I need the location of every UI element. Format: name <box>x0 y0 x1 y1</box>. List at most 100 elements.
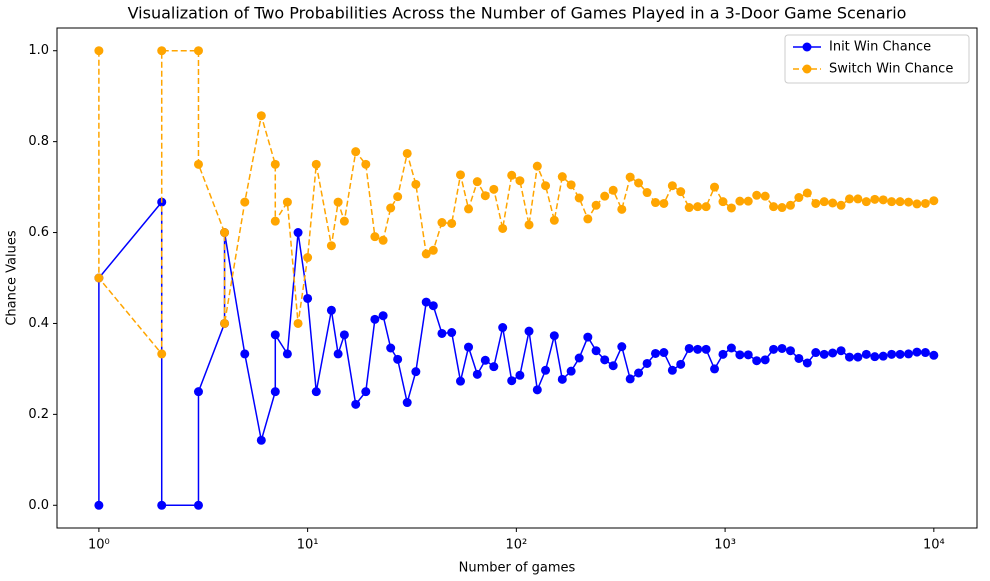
series-marker <box>710 182 720 192</box>
series-marker <box>743 350 753 360</box>
series-marker <box>311 159 321 169</box>
series-marker <box>157 349 167 359</box>
series-marker <box>929 196 939 206</box>
series-line <box>98 200 935 507</box>
series-marker <box>574 353 584 363</box>
series-marker <box>524 220 534 230</box>
series-marker <box>566 366 576 376</box>
y-tick-label: 1.0 <box>28 43 49 58</box>
series-marker <box>836 346 846 356</box>
series-marker <box>326 241 336 251</box>
series-marker <box>333 349 343 359</box>
series-marker <box>351 399 361 409</box>
series-marker <box>393 192 403 202</box>
x-tick-label: 10⁰ <box>88 538 110 553</box>
series-marker <box>549 331 559 341</box>
series-marker <box>895 197 905 207</box>
series-marker <box>532 385 542 395</box>
series-marker <box>617 342 627 352</box>
y-tick-label: 0.4 <box>28 316 49 331</box>
series-marker <box>311 387 321 397</box>
series-marker <box>361 387 371 397</box>
series-marker <box>515 370 525 380</box>
legend-marker <box>802 42 812 52</box>
series-marker <box>270 387 280 397</box>
series-marker <box>752 190 762 200</box>
series-marker <box>642 188 652 198</box>
series-marker <box>193 159 203 169</box>
series-marker <box>836 200 846 210</box>
series-marker <box>293 228 303 238</box>
series-marker <box>794 193 804 203</box>
series-marker <box>507 376 517 386</box>
series-marker <box>428 245 438 255</box>
series-marker <box>557 374 567 384</box>
series-marker <box>386 203 396 213</box>
series-marker <box>455 170 465 180</box>
series-marker <box>472 177 482 187</box>
series-marker <box>566 180 576 190</box>
series-marker <box>303 293 313 303</box>
series-marker <box>718 349 728 359</box>
series-marker <box>617 204 627 214</box>
series-marker <box>920 198 930 208</box>
series-marker <box>437 218 447 228</box>
y-tick-label: 0.6 <box>28 225 49 240</box>
series-marker <box>684 203 694 213</box>
y-axis-label: Chance Values <box>5 230 20 325</box>
series-marker <box>853 194 863 204</box>
series-marker <box>870 194 880 204</box>
series-marker <box>326 305 336 315</box>
series-marker <box>895 349 905 359</box>
series-marker <box>929 350 939 360</box>
series-line <box>98 49 935 356</box>
y-tick-label: 0.0 <box>28 498 49 513</box>
x-axis-label: Number of games <box>459 561 576 576</box>
series-marker <box>659 198 669 208</box>
series-marker <box>726 343 736 353</box>
series-marker <box>472 369 482 379</box>
series-marker <box>421 297 431 307</box>
series-marker <box>421 249 431 259</box>
series-marker <box>583 332 593 342</box>
series-marker <box>861 349 871 359</box>
series-marker <box>667 181 677 191</box>
series-marker <box>361 159 371 169</box>
series-marker <box>402 398 412 408</box>
series-marker <box>583 214 593 224</box>
series-marker <box>393 354 403 364</box>
series-marker <box>608 185 618 195</box>
series-marker <box>785 346 795 356</box>
legend-label: Init Win Chance <box>829 40 931 55</box>
series-marker <box>378 311 388 321</box>
series-marker <box>676 359 686 369</box>
series-marker <box>701 202 711 212</box>
series-marker <box>386 343 396 353</box>
series-marker <box>507 170 517 180</box>
series-marker <box>735 350 745 360</box>
series-marker <box>333 197 343 207</box>
series-marker <box>819 349 829 359</box>
series-marker <box>878 195 888 205</box>
series-marker <box>378 235 388 245</box>
series-marker <box>802 358 812 368</box>
series-marker <box>411 367 421 377</box>
series-marker <box>282 349 292 359</box>
series-marker <box>270 159 280 169</box>
series-marker <box>240 349 250 359</box>
series-marker <box>625 172 635 182</box>
series-marker <box>912 347 922 357</box>
y-tick-label: 0.8 <box>28 134 49 149</box>
series-marker <box>844 194 854 204</box>
series-marker <box>735 196 745 206</box>
series-marker <box>455 376 465 386</box>
legend-label: Switch Win Chance <box>829 62 953 77</box>
series-marker <box>94 46 104 56</box>
series-marker <box>240 197 250 207</box>
series-marker <box>339 330 349 340</box>
series-marker <box>220 318 230 328</box>
series-marker <box>541 181 551 191</box>
series-marker <box>743 196 753 206</box>
legend-box <box>784 34 970 84</box>
series-marker <box>532 161 542 171</box>
